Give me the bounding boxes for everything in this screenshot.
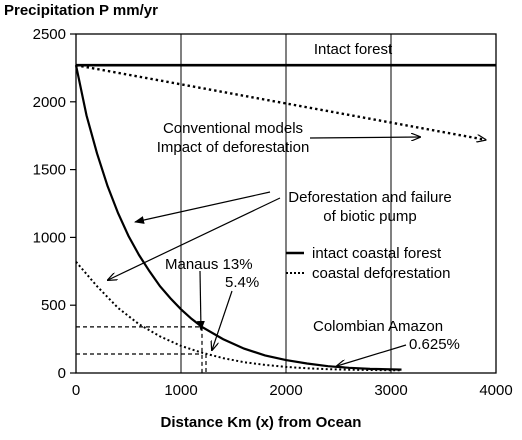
legend-label-intact-coastal: intact coastal forest — [312, 245, 442, 262]
annotation-conventional-line2: Impact of deforestation — [157, 139, 310, 156]
annotation-colombian-pct: 0.625% — [409, 336, 460, 353]
y-tick-label-500: 500 — [41, 297, 66, 314]
reference-lines — [76, 326, 207, 373]
annotation-colombian: Colombian Amazon — [313, 318, 443, 335]
y-axis-title: Precipitation P mm/yr — [4, 2, 158, 19]
annotation-biotic-line1: Deforestation and failure — [288, 189, 451, 206]
annotation-conventional-line1: Conventional models — [163, 120, 303, 137]
x-tick-label-1000: 1000 — [164, 382, 197, 399]
annotation-arrow-4 — [212, 290, 233, 350]
legend: intact coastal forest coastal deforestat… — [286, 245, 450, 282]
annotation-arrow-3 — [196, 270, 205, 331]
plot-frame — [75, 33, 497, 374]
annotation-arrow-2 — [108, 197, 281, 280]
y-tick-label-1500: 1500 — [33, 162, 66, 179]
x-tick-label-3000: 3000 — [374, 382, 407, 399]
annotation-arrow-0 — [309, 137, 420, 138]
annotation-intact-forest: Intact forest — [314, 41, 393, 58]
x-axis-title: Distance Km (x) from Ocean — [160, 414, 362, 431]
annotation-biotic-line2: of biotic pump — [323, 208, 416, 225]
x-tick-label-4000: 4000 — [479, 382, 512, 399]
y-tick-label-2500: 2500 — [33, 26, 66, 43]
x-tick-label-0: 0 — [72, 382, 80, 399]
annotation-arrows — [108, 137, 420, 366]
annotation-manaus-pct: 5.4% — [225, 274, 259, 291]
annotation-arrow-5 — [337, 344, 407, 366]
y-tick-label-1000: 1000 — [33, 229, 66, 246]
grid-lines — [180, 34, 392, 373]
annotation-manaus: Manaus 13% — [165, 256, 253, 273]
annotation-arrow-1 — [134, 191, 271, 224]
legend-label-coastal-deforestation: coastal deforestation — [312, 265, 450, 282]
axis-ticks: 0 1000 2000 3000 4000 0 500 1000 1500 2000 2500 — [33, 26, 513, 399]
y-tick-label-0: 0 — [58, 365, 66, 382]
x-tick-label-2000: 2000 — [269, 382, 302, 399]
series-line-1 — [75, 64, 486, 140]
y-tick-label-2000: 2000 — [33, 94, 66, 111]
